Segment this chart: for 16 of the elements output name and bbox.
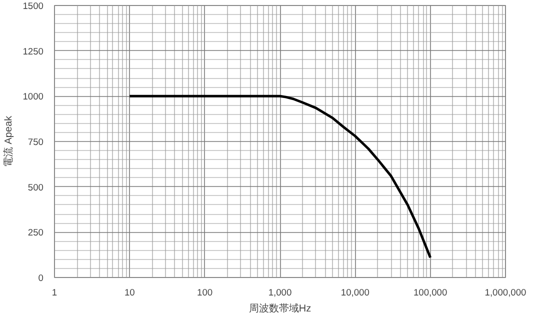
- x-tick-label: 10: [124, 288, 135, 298]
- y-tick-label: 750: [28, 137, 44, 147]
- x-axis-title: 周波数帯域Hz: [248, 302, 312, 314]
- x-tick-label: 100,000: [413, 288, 448, 298]
- y-tick-label: 500: [28, 182, 44, 192]
- y-tick-label: 1500: [22, 1, 44, 11]
- y-axis-title: 電流 Apeak: [2, 114, 15, 168]
- x-tick-label: 1,000: [268, 288, 292, 298]
- y-tick-label: 1250: [22, 46, 44, 56]
- x-tick-label: 10,000: [340, 288, 370, 298]
- y-tick-label: 1000: [22, 92, 44, 102]
- y-tick-label: 250: [28, 228, 44, 238]
- x-tick-label: 100: [197, 288, 213, 298]
- x-tick-label: 1: [52, 288, 58, 298]
- y-tick-label: 0: [38, 273, 44, 283]
- x-tick-label: 1,000,000: [484, 288, 526, 298]
